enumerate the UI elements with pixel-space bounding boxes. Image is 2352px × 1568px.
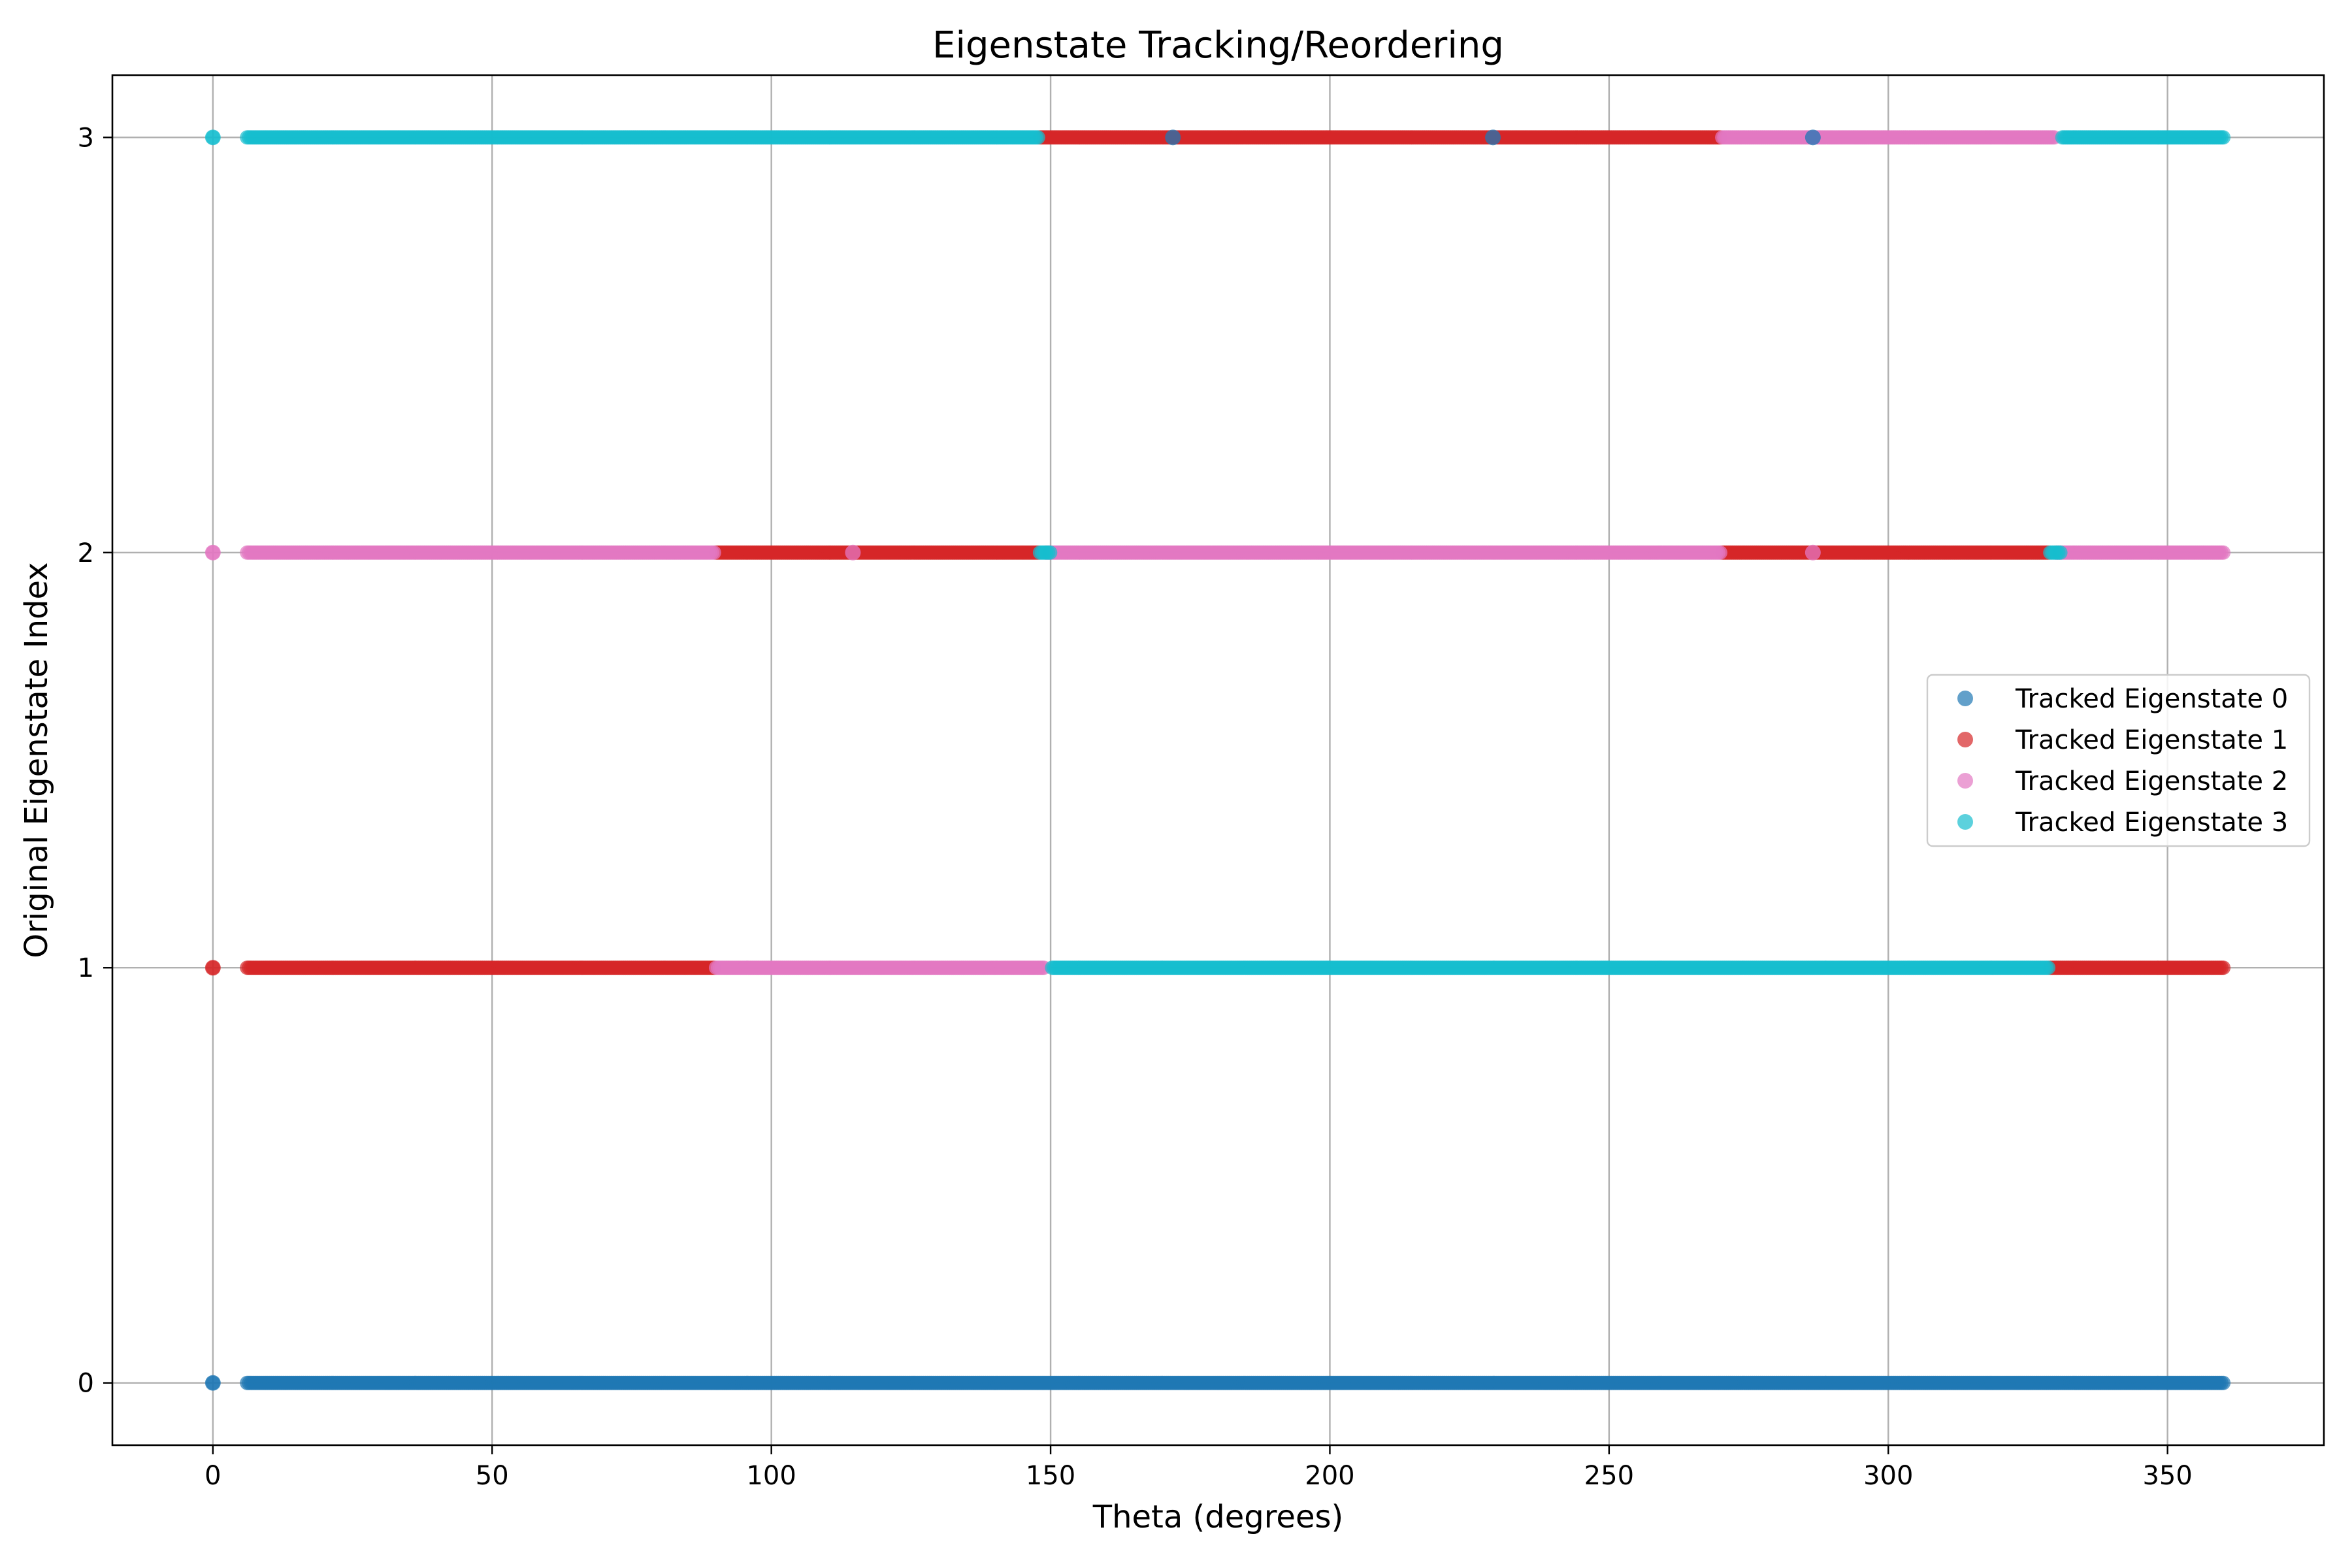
x-tick-label: 250 xyxy=(1584,1461,1634,1491)
legend-marker xyxy=(1957,814,1973,830)
x-tick-label: 350 xyxy=(2142,1461,2192,1491)
legend-box xyxy=(1926,674,2311,847)
data-point xyxy=(1043,545,1058,560)
data-point xyxy=(1030,130,1045,145)
axis-ticks: 0 50 100 150 200 250 300 350 0 1 2 3 xyxy=(78,123,2193,1491)
data-point xyxy=(1805,129,1821,146)
legend: Tracked Eigenstate 0 Tracked Eigenstate 1… xyxy=(1926,674,2311,847)
data-point xyxy=(204,1375,221,1391)
highlighted-points xyxy=(204,129,1821,1391)
legend-marker xyxy=(1957,773,1973,789)
data-point xyxy=(706,545,721,560)
data-point xyxy=(845,544,861,561)
data-point xyxy=(2216,960,2231,975)
data-point xyxy=(2053,545,2068,560)
legend-label: Tracked Eigenstate 2 xyxy=(2015,766,2288,796)
data-point xyxy=(204,129,221,146)
y-tick-label: 2 xyxy=(78,538,94,568)
data-point xyxy=(1805,544,1821,561)
data-point xyxy=(1165,129,1181,146)
chart-title: Eigenstate Tracking/Reordering xyxy=(932,24,1504,67)
y-tick-label: 3 xyxy=(78,123,94,153)
data-point xyxy=(204,544,221,561)
x-tick-label: 50 xyxy=(476,1461,509,1491)
data-point xyxy=(204,960,221,976)
series-3-points xyxy=(205,130,2231,975)
y-axis-title: Original Eigenstate Index xyxy=(18,562,55,958)
x-tick-label: 0 xyxy=(204,1461,221,1491)
data-point xyxy=(2216,1375,2231,1390)
legend-label: Tracked Eigenstate 0 xyxy=(2015,684,2288,714)
y-tick-label: 1 xyxy=(78,953,94,983)
legend-label: Tracked Eigenstate 1 xyxy=(2015,725,2288,755)
data-point xyxy=(2216,130,2231,145)
data-point xyxy=(2216,545,2231,560)
x-axis-title: Theta (degrees) xyxy=(1092,1499,1343,1535)
data-point xyxy=(1485,129,1501,146)
data-point xyxy=(2041,960,2056,975)
x-tick-label: 200 xyxy=(1305,1461,1354,1491)
x-tick-label: 300 xyxy=(1863,1461,1913,1491)
legend-marker xyxy=(1957,691,1973,706)
legend-marker xyxy=(1957,732,1973,747)
series-0-points xyxy=(205,1375,2231,1390)
legend-label: Tracked Eigenstate 3 xyxy=(2015,808,2288,838)
data-point xyxy=(1713,545,1727,560)
y-tick-label: 0 xyxy=(78,1369,94,1399)
x-tick-label: 150 xyxy=(1026,1461,1075,1491)
data-points xyxy=(204,129,2231,1391)
series-2-points xyxy=(205,130,2231,975)
x-tick-label: 100 xyxy=(746,1461,796,1491)
series-1-points xyxy=(205,130,2231,975)
axes-frame xyxy=(111,74,2325,1446)
